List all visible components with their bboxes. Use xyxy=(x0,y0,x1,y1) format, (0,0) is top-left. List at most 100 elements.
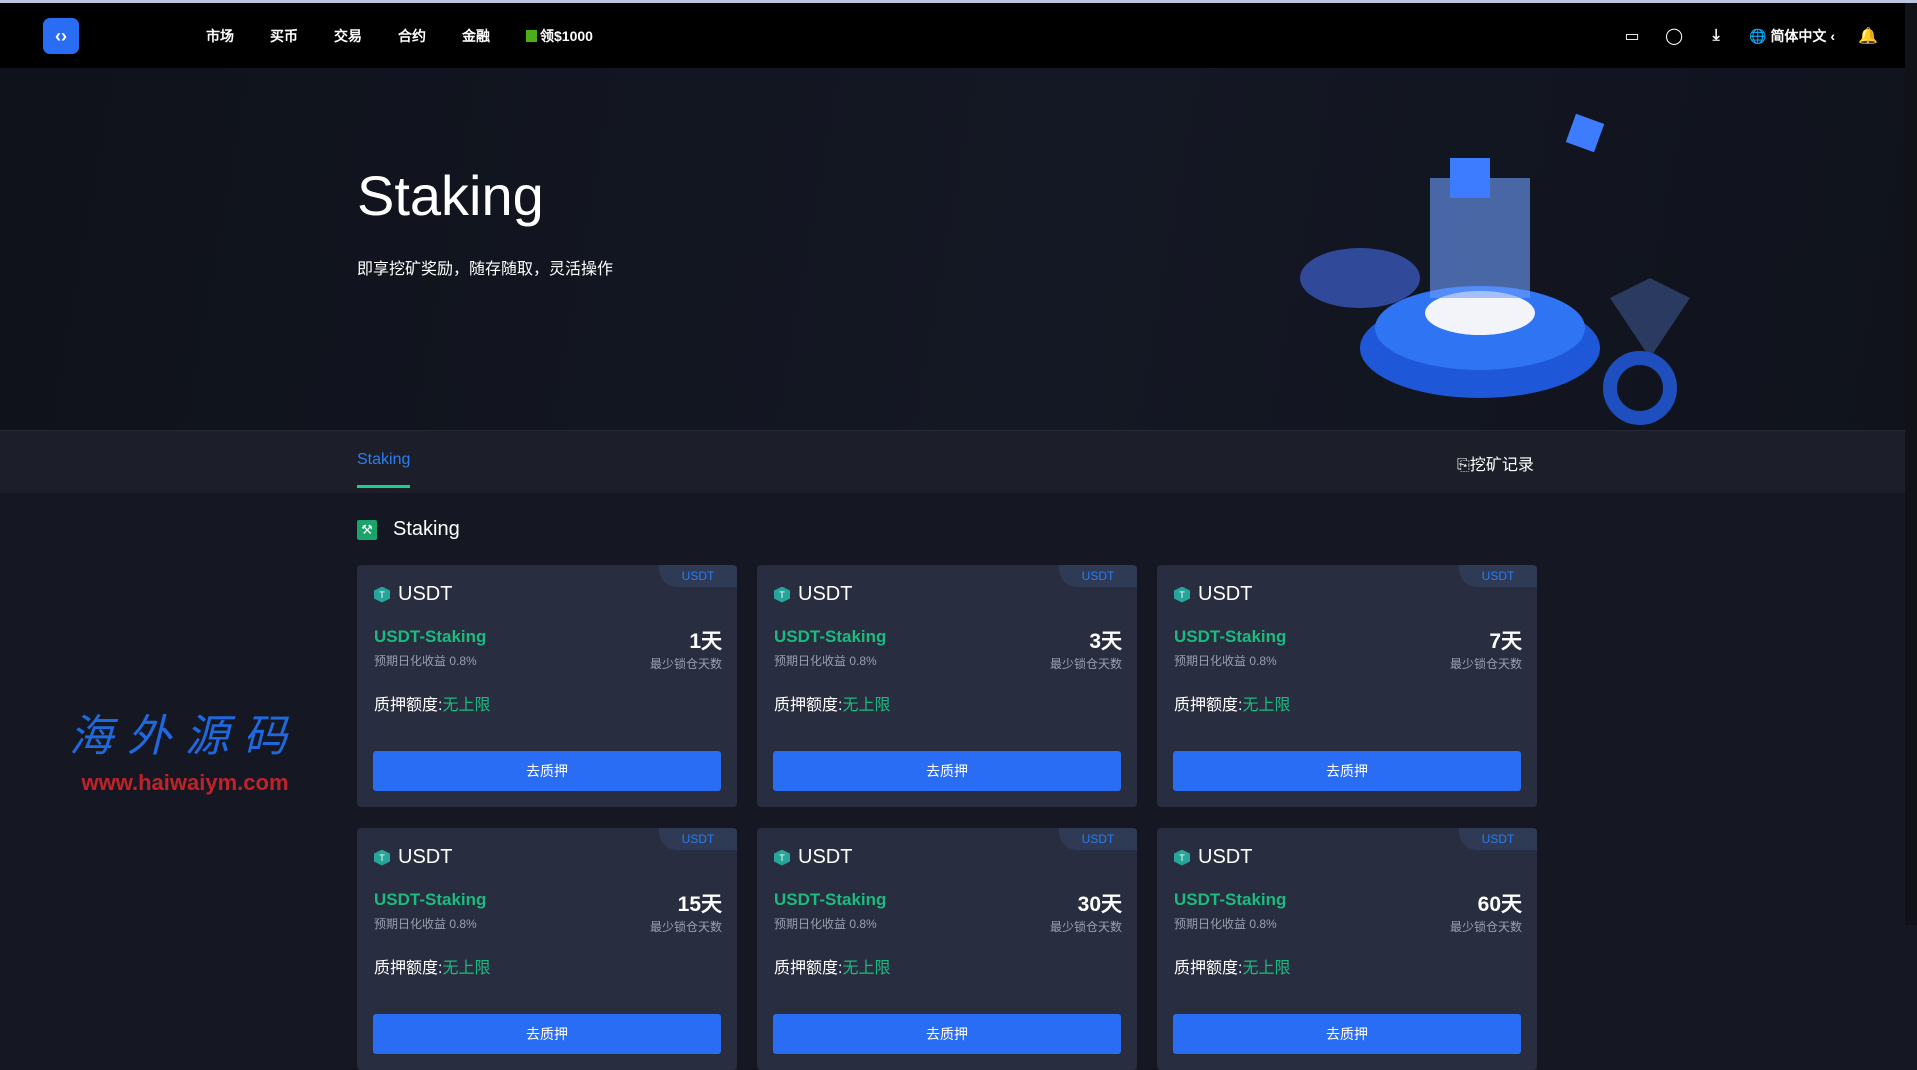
logo[interactable]: ‹› xyxy=(43,18,79,54)
expected-rate: 预期日化收益 0.8% xyxy=(374,654,477,668)
stake-limit: 质押额度:无上限 xyxy=(1174,691,1290,715)
scrollbar[interactable] xyxy=(1905,3,1917,925)
download-icon[interactable]: ⤓ xyxy=(1712,26,1720,44)
coin-label: USDT xyxy=(1198,846,1253,868)
mining-record-link[interactable]: ⎘挖矿记录 xyxy=(1457,451,1534,475)
coin-label: USDT xyxy=(398,583,453,605)
staking-card: USDT T USDT USDT-Staking 预期日化收益 0.8% 30天 … xyxy=(757,828,1137,1070)
limit-label: 质押额度: xyxy=(1174,960,1243,977)
hero-title: Staking xyxy=(357,164,544,227)
gift-icon xyxy=(526,29,537,42)
record-label: 挖矿记录 xyxy=(1469,457,1534,474)
tab-bar: Staking ⎘挖矿记录 xyxy=(0,430,1917,493)
lock-days-label: 最少锁仓天数 xyxy=(1449,920,1522,934)
product-name: USDT-Staking xyxy=(774,890,887,909)
language-selector[interactable]: 🌐 简体中文 ‹ xyxy=(1749,26,1835,46)
usdt-icon: T xyxy=(774,586,790,603)
coin-name: T USDT xyxy=(1174,583,1252,606)
nav-market[interactable]: 市场 xyxy=(206,27,234,44)
lock-days: 60天 xyxy=(1477,893,1522,916)
coin-name: T USDT xyxy=(1174,846,1252,869)
nav-finance[interactable]: 金融 xyxy=(462,27,490,44)
limit-value: 无上限 xyxy=(442,697,491,714)
lock-days: 3天 xyxy=(1089,630,1122,653)
top-nav: ‹› 市场 买币 交易 合约 金融 领$1000 ▭ ◯ ⤓ 🌐 简体中文 ‹ … xyxy=(0,3,1917,68)
nav-promo[interactable]: 领$1000 xyxy=(526,26,593,46)
staking-illustration xyxy=(1300,113,1690,425)
limit-value: 无上限 xyxy=(1242,697,1291,714)
stake-button[interactable]: 去质押 xyxy=(1173,751,1521,791)
lock-days-label: 最少锁仓天数 xyxy=(1049,920,1122,934)
lock-days-label: 最少锁仓天数 xyxy=(649,920,722,934)
limit-label: 质押额度: xyxy=(374,960,443,977)
language-label: 简体中文 xyxy=(1770,27,1827,44)
staking-card-grid: USDT T USDT USDT-Staking 预期日化收益 0.8% 1天 最… xyxy=(357,565,1537,1070)
coin-label: USDT xyxy=(1198,583,1253,605)
section-title: Staking xyxy=(393,518,460,540)
limit-value: 无上限 xyxy=(1242,960,1291,977)
product-name: USDT-Staking xyxy=(1174,890,1287,909)
usdt-icon: T xyxy=(774,849,790,866)
limit-value: 无上限 xyxy=(842,697,891,714)
staking-card: USDT T USDT USDT-Staking 预期日化收益 0.8% 1天 最… xyxy=(357,565,737,807)
stake-button[interactable]: 去质押 xyxy=(773,1014,1121,1054)
tab-staking[interactable]: Staking xyxy=(357,451,411,488)
hammer-icon: ⚒ xyxy=(357,519,377,540)
record-icon: ⎘ xyxy=(1457,457,1470,474)
section-header: ⚒ Staking xyxy=(357,518,460,541)
stake-button[interactable]: 去质押 xyxy=(373,751,721,791)
coin-label: USDT xyxy=(398,846,453,868)
staking-card: USDT T USDT USDT-Staking 预期日化收益 0.8% 15天 … xyxy=(357,828,737,1070)
expected-rate: 预期日化收益 0.8% xyxy=(774,917,877,931)
expected-rate: 预期日化收益 0.8% xyxy=(1174,917,1277,931)
product-name: USDT-Staking xyxy=(1174,627,1287,646)
hero-banner: Staking 即享挖矿奖励，随存随取，灵活操作 xyxy=(0,68,1917,430)
lock-days: 15天 xyxy=(677,893,722,916)
nav-buy[interactable]: 买币 xyxy=(270,27,298,44)
wallet-icon[interactable]: ▭ xyxy=(1624,27,1640,45)
limit-label: 质押额度: xyxy=(1174,697,1243,714)
stake-limit: 质押额度:无上限 xyxy=(374,954,490,978)
lock-days-label: 最少锁仓天数 xyxy=(1449,657,1522,671)
usdt-icon: T xyxy=(374,849,390,866)
stake-button[interactable]: 去质押 xyxy=(373,1014,721,1054)
coin-badge: USDT xyxy=(659,828,737,850)
watermark: 海外源码 www.haiwaiym.com xyxy=(40,700,330,796)
bell-icon[interactable]: 🔔 xyxy=(1858,27,1878,45)
stake-limit: 质押额度:无上限 xyxy=(774,691,890,715)
stake-limit: 质押额度:无上限 xyxy=(1174,954,1290,978)
globe-icon: 🌐 xyxy=(1749,27,1767,44)
expected-rate: 预期日化收益 0.8% xyxy=(774,654,877,668)
product-name: USDT-Staking xyxy=(774,627,887,646)
coin-badge: USDT xyxy=(659,565,737,587)
coin-name: T USDT xyxy=(374,583,452,606)
lock-days: 30天 xyxy=(1077,893,1122,916)
stake-button[interactable]: 去质押 xyxy=(773,751,1121,791)
usdt-icon: T xyxy=(1174,849,1190,866)
limit-label: 质押额度: xyxy=(774,960,843,977)
watermark-url: www.haiwaiym.com xyxy=(81,770,289,795)
lock-days: 1天 xyxy=(689,630,722,653)
usdt-icon: T xyxy=(374,586,390,603)
coin-name: T USDT xyxy=(774,846,852,869)
coin-badge: USDT xyxy=(1059,828,1137,850)
coin-label: USDT xyxy=(798,583,853,605)
staking-card: USDT T USDT USDT-Staking 预期日化收益 0.8% 7天 最… xyxy=(1157,565,1537,807)
stake-limit: 质押额度:无上限 xyxy=(374,691,490,715)
header-actions: ▭ ◯ ⤓ 🌐 简体中文 ‹ 🔔 xyxy=(1623,3,1878,68)
usdt-icon: T xyxy=(1174,586,1190,603)
limit-value: 无上限 xyxy=(442,960,491,977)
stake-button[interactable]: 去质押 xyxy=(1173,1014,1521,1054)
hero-subtitle: 即享挖矿奖励，随存随取，灵活操作 xyxy=(357,261,614,278)
product-name: USDT-Staking xyxy=(374,890,487,909)
nav-contract[interactable]: 合约 xyxy=(398,27,426,44)
staking-card: USDT T USDT USDT-Staking 预期日化收益 0.8% 60天 … xyxy=(1157,828,1537,1070)
user-icon[interactable]: ◯ xyxy=(1665,27,1684,45)
nav-trade[interactable]: 交易 xyxy=(334,27,362,44)
expected-rate: 预期日化收益 0.8% xyxy=(374,917,477,931)
coin-badge: USDT xyxy=(1459,565,1537,587)
chevron-left-icon: ‹ xyxy=(1830,27,1835,44)
promo-label: 领$1000 xyxy=(540,27,593,44)
coin-badge: USDT xyxy=(1459,828,1537,850)
watermark-text: 海外源码 xyxy=(69,712,301,761)
